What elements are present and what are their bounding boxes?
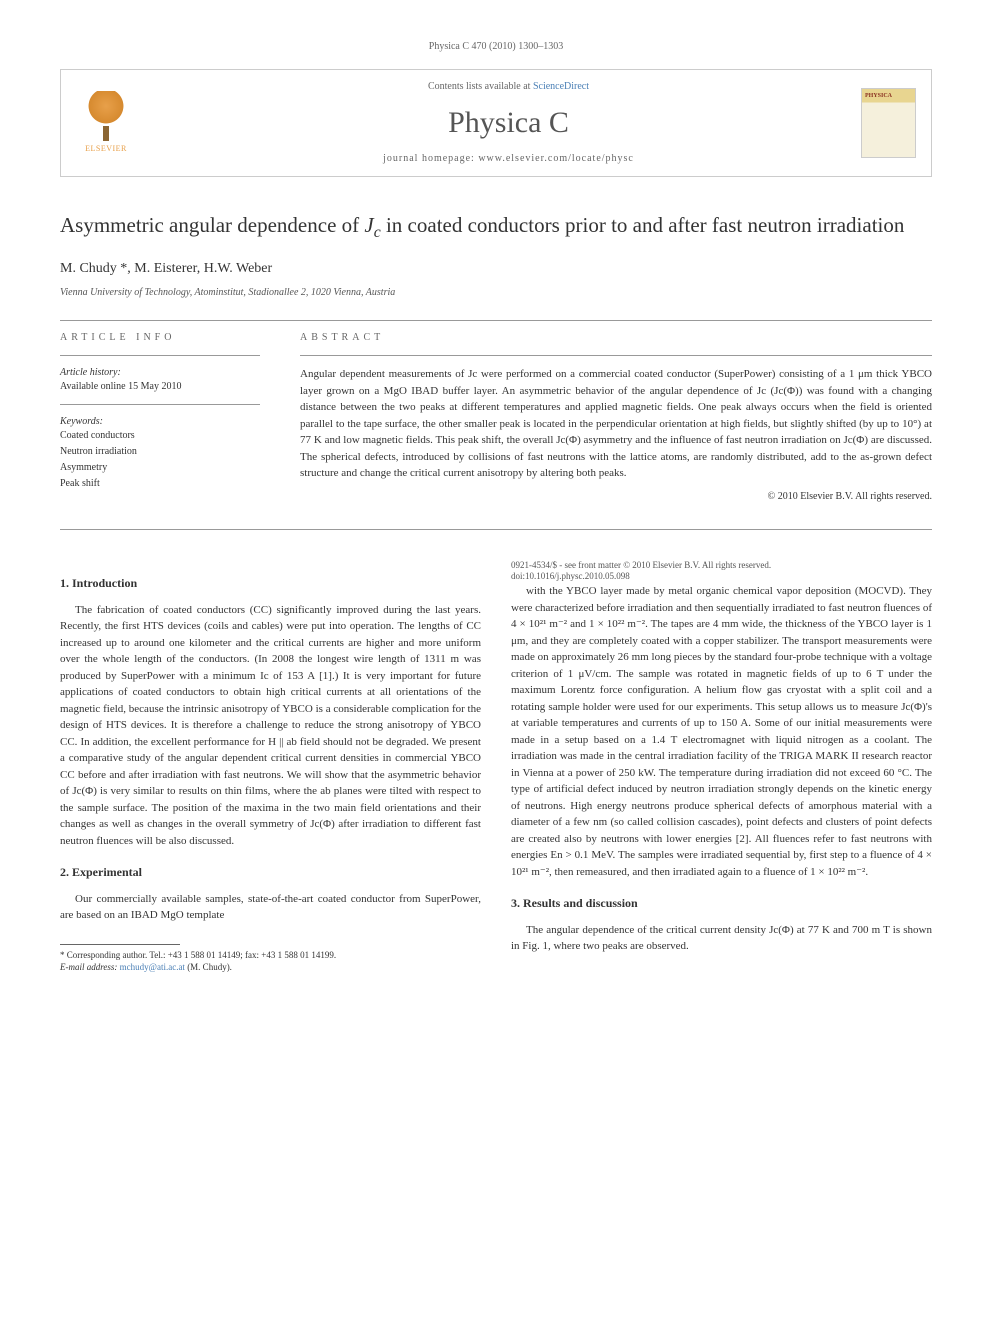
- keyword-2: Asymmetry: [60, 461, 260, 475]
- email-link[interactable]: mchudy@ati.ac.at: [120, 962, 185, 972]
- journal-banner: ELSEVIER Contents lists available at Sci…: [60, 69, 932, 177]
- authors: M. Chudy *, M. Eisterer, H.W. Weber: [60, 259, 932, 279]
- contents-prefix: Contents lists available at: [428, 81, 533, 92]
- title-part2: in coated conductors prior to and after …: [381, 213, 905, 237]
- email-label: E-mail address:: [60, 962, 120, 972]
- article-info-column: ARTICLE INFO Article history: Available …: [60, 331, 260, 504]
- divider-bottom: [60, 529, 932, 530]
- sciencedirect-link[interactable]: ScienceDirect: [533, 81, 589, 92]
- footnote-corresponding: * Corresponding author. Tel.: +43 1 588 …: [60, 950, 481, 962]
- elsevier-logo: ELSEVIER: [76, 88, 136, 158]
- title-jc: Jc: [364, 213, 380, 237]
- info-divider-1: [60, 355, 260, 356]
- homepage-link: journal homepage: www.elsevier.com/locat…: [156, 152, 861, 166]
- homepage-url[interactable]: www.elsevier.com/locate/physc: [478, 153, 634, 164]
- keyword-1: Neutron irradiation: [60, 445, 260, 459]
- contents-link: Contents lists available at ScienceDirec…: [156, 80, 861, 94]
- abstract-column: ABSTRACT Angular dependent measurements …: [300, 331, 932, 504]
- email-suffix: (M. Chudy).: [185, 962, 232, 972]
- banner-center: Contents lists available at ScienceDirec…: [156, 80, 861, 166]
- section-2-heading: 2. Experimental: [60, 864, 481, 881]
- abstract-copyright: © 2010 Elsevier B.V. All rights reserved…: [300, 490, 932, 504]
- experimental-text-2: with the YBCO layer made by metal organi…: [511, 583, 932, 880]
- info-divider-2: [60, 404, 260, 405]
- abstract-text: Angular dependent measurements of Jc wer…: [300, 366, 932, 482]
- history-label: Article history:: [60, 366, 260, 380]
- journal-cover-thumbnail: [861, 88, 916, 158]
- keyword-0: Coated conductors: [60, 429, 260, 443]
- footnote-email: E-mail address: mchudy@ati.ac.at (M. Chu…: [60, 962, 481, 974]
- article-title: Asymmetric angular dependence of Jc in c…: [60, 212, 932, 244]
- keyword-3: Peak shift: [60, 477, 260, 491]
- section-3-heading: 3. Results and discussion: [511, 895, 932, 912]
- footnote-divider: [60, 944, 180, 945]
- footer-line1: 0921-4534/$ - see front matter © 2010 El…: [511, 560, 932, 572]
- elsevier-tree-icon: [81, 91, 131, 141]
- journal-name: Physica C: [156, 102, 861, 144]
- history-text: Available online 15 May 2010: [60, 380, 260, 394]
- intro-text: The fabrication of coated conductors (CC…: [60, 602, 481, 850]
- abstract-divider: [300, 355, 932, 356]
- main-content: 1. Introduction The fabrication of coate…: [60, 560, 932, 978]
- title-part1: Asymmetric angular dependence of: [60, 213, 364, 237]
- page-footer: 0921-4534/$ - see front matter © 2010 El…: [511, 560, 932, 583]
- abstract-heading: ABSTRACT: [300, 331, 932, 345]
- homepage-prefix: journal homepage:: [383, 153, 478, 164]
- experimental-text-1: Our commercially available samples, stat…: [60, 891, 481, 924]
- keywords-label: Keywords:: [60, 415, 260, 429]
- page-header: Physica C 470 (2010) 1300–1303: [60, 40, 932, 54]
- affiliation: Vienna University of Technology, Atomins…: [60, 286, 932, 300]
- info-abstract-row: ARTICLE INFO Article history: Available …: [60, 331, 932, 504]
- results-text: The angular dependence of the critical c…: [511, 922, 932, 955]
- article-info-heading: ARTICLE INFO: [60, 331, 260, 345]
- elsevier-text: ELSEVIER: [85, 143, 127, 154]
- footer-line2: doi:10.1016/j.physc.2010.05.098: [511, 571, 932, 583]
- divider-top: [60, 320, 932, 321]
- section-1-heading: 1. Introduction: [60, 575, 481, 592]
